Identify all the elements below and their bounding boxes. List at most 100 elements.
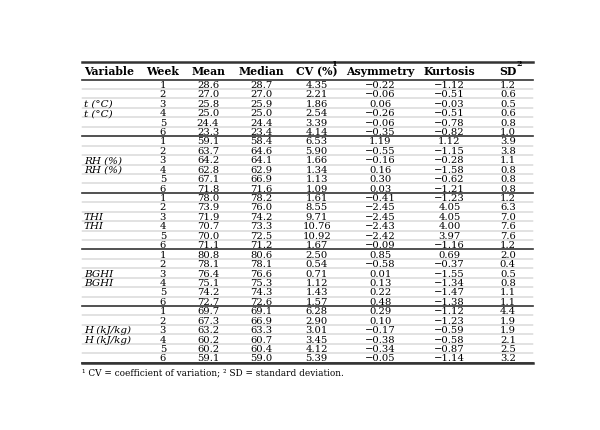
Text: −1.23: −1.23 xyxy=(434,316,465,325)
Text: −0.06: −0.06 xyxy=(365,118,396,127)
Text: 2.5: 2.5 xyxy=(500,344,516,353)
Text: 0.8: 0.8 xyxy=(500,184,516,193)
Text: −0.87: −0.87 xyxy=(434,344,465,353)
Text: 4.00: 4.00 xyxy=(438,222,461,231)
Text: 73.3: 73.3 xyxy=(250,222,272,231)
Text: 2.50: 2.50 xyxy=(305,250,328,259)
Text: 23.3: 23.3 xyxy=(197,128,219,137)
Text: BGHI: BGHI xyxy=(84,269,113,278)
Text: 75.1: 75.1 xyxy=(197,278,219,287)
Text: 2: 2 xyxy=(160,90,166,99)
Text: 69.7: 69.7 xyxy=(197,307,219,316)
Text: 4: 4 xyxy=(160,109,166,118)
Text: 4: 4 xyxy=(160,166,166,174)
Text: 2: 2 xyxy=(160,316,166,325)
Text: Variable: Variable xyxy=(84,66,134,77)
Text: Median: Median xyxy=(238,66,284,77)
Text: 1: 1 xyxy=(160,194,166,203)
Text: 1.1: 1.1 xyxy=(500,156,516,165)
Text: 24.4: 24.4 xyxy=(250,118,272,127)
Text: −0.51: −0.51 xyxy=(434,90,465,99)
Text: −0.05: −0.05 xyxy=(365,353,396,362)
Text: 71.1: 71.1 xyxy=(197,241,219,250)
Text: 1.43: 1.43 xyxy=(305,288,328,297)
Text: 6: 6 xyxy=(160,241,166,250)
Text: 27.0: 27.0 xyxy=(197,90,219,99)
Text: −1.47: −1.47 xyxy=(434,288,465,297)
Text: 6.28: 6.28 xyxy=(306,307,328,316)
Text: 78.0: 78.0 xyxy=(197,194,219,203)
Text: 66.9: 66.9 xyxy=(250,175,272,184)
Text: 3.9: 3.9 xyxy=(500,137,516,146)
Text: 4.35: 4.35 xyxy=(305,80,328,89)
Text: 1.66: 1.66 xyxy=(306,156,328,165)
Text: 0.13: 0.13 xyxy=(369,278,392,287)
Text: RH (%): RH (%) xyxy=(84,156,122,165)
Text: 28.7: 28.7 xyxy=(250,80,272,89)
Text: 2: 2 xyxy=(160,147,166,156)
Text: 0.6: 0.6 xyxy=(500,90,515,99)
Text: 0.6: 0.6 xyxy=(500,109,515,118)
Text: 3: 3 xyxy=(160,269,166,278)
Text: 78.1: 78.1 xyxy=(250,259,272,268)
Text: 3.8: 3.8 xyxy=(500,147,516,156)
Text: 1.1: 1.1 xyxy=(500,297,516,306)
Text: 0.8: 0.8 xyxy=(500,278,516,287)
Text: 74.2: 74.2 xyxy=(250,212,272,221)
Text: −1.12: −1.12 xyxy=(434,307,465,316)
Text: −2.43: −2.43 xyxy=(365,222,396,231)
Text: −0.82: −0.82 xyxy=(434,128,465,137)
Text: 5: 5 xyxy=(160,175,166,184)
Text: 1: 1 xyxy=(160,250,166,259)
Text: 2.21: 2.21 xyxy=(305,90,328,99)
Text: ¹ CV = coefficient of variation; ² SD = standard deviation.: ¹ CV = coefficient of variation; ² SD = … xyxy=(82,368,344,377)
Text: −0.59: −0.59 xyxy=(434,326,465,335)
Text: 0.01: 0.01 xyxy=(369,269,392,278)
Text: −0.28: −0.28 xyxy=(434,156,465,165)
Text: 72.5: 72.5 xyxy=(250,231,272,240)
Text: 71.8: 71.8 xyxy=(197,184,219,193)
Text: 4.12: 4.12 xyxy=(305,344,328,353)
Text: 76.4: 76.4 xyxy=(197,269,219,278)
Text: 71.9: 71.9 xyxy=(197,212,219,221)
Text: 25.8: 25.8 xyxy=(197,99,219,108)
Text: 64.1: 64.1 xyxy=(250,156,272,165)
Text: 1.19: 1.19 xyxy=(369,137,392,146)
Text: 0.85: 0.85 xyxy=(370,250,392,259)
Text: 60.2: 60.2 xyxy=(197,344,219,353)
Text: 64.2: 64.2 xyxy=(197,156,219,165)
Text: 3: 3 xyxy=(160,212,166,221)
Text: −0.58: −0.58 xyxy=(365,259,396,268)
Text: 10.92: 10.92 xyxy=(302,231,331,240)
Text: −1.21: −1.21 xyxy=(434,184,465,193)
Text: −0.09: −0.09 xyxy=(365,241,396,250)
Text: −1.38: −1.38 xyxy=(434,297,465,306)
Text: 5: 5 xyxy=(160,118,166,127)
Text: 5.90: 5.90 xyxy=(305,147,328,156)
Text: −0.03: −0.03 xyxy=(434,99,465,108)
Text: −1.34: −1.34 xyxy=(434,278,465,287)
Text: 2.54: 2.54 xyxy=(305,109,328,118)
Text: 58.4: 58.4 xyxy=(250,137,272,146)
Text: 1.67: 1.67 xyxy=(305,241,328,250)
Text: 3.01: 3.01 xyxy=(305,326,328,335)
Text: 64.6: 64.6 xyxy=(250,147,272,156)
Text: 1: 1 xyxy=(160,137,166,146)
Text: −0.17: −0.17 xyxy=(365,326,396,335)
Text: 5: 5 xyxy=(160,344,166,353)
Text: −1.55: −1.55 xyxy=(434,269,465,278)
Text: 3.39: 3.39 xyxy=(305,118,328,127)
Text: −1.58: −1.58 xyxy=(434,166,465,174)
Text: 75.3: 75.3 xyxy=(250,278,272,287)
Text: 0.03: 0.03 xyxy=(370,184,392,193)
Text: 63.3: 63.3 xyxy=(250,326,272,335)
Text: 1.2: 1.2 xyxy=(500,241,516,250)
Text: 6.53: 6.53 xyxy=(306,137,328,146)
Text: 6: 6 xyxy=(160,184,166,193)
Text: 1: 1 xyxy=(160,80,166,89)
Text: t (°C): t (°C) xyxy=(84,99,112,108)
Text: 1.61: 1.61 xyxy=(305,194,328,203)
Text: 2.1: 2.1 xyxy=(500,335,516,344)
Text: 76.6: 76.6 xyxy=(250,269,272,278)
Text: H (kJ/kg): H (kJ/kg) xyxy=(84,326,131,335)
